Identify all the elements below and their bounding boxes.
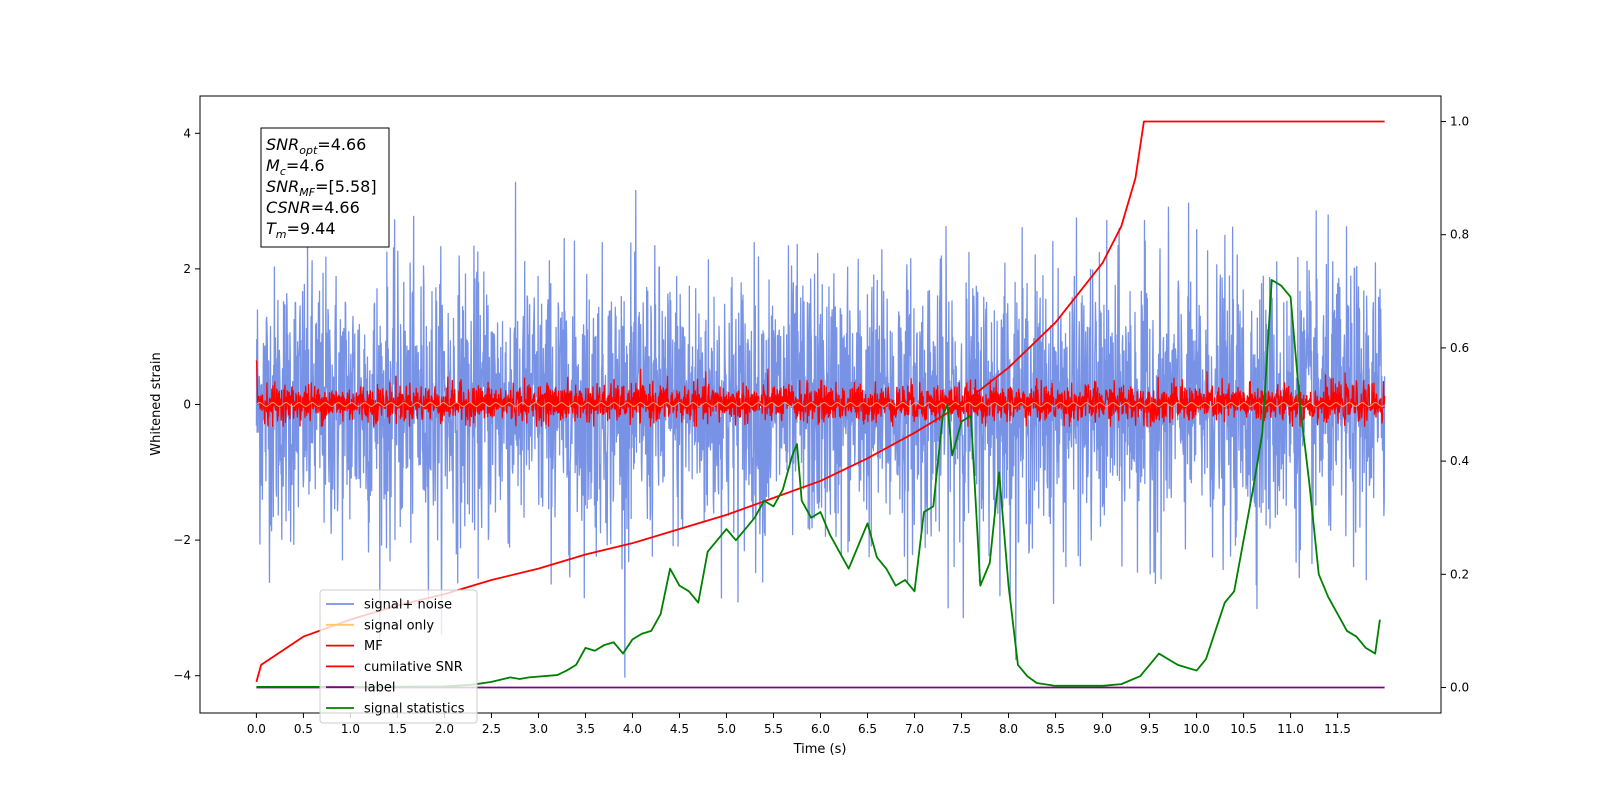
x-tick-label: 3.5 (576, 722, 595, 736)
x-tick-label: 5.5 (764, 722, 783, 736)
x-tick-label: 9.5 (1140, 722, 1159, 736)
x-axis-label: Time (s) (793, 742, 847, 757)
x-tick-label: 7.5 (952, 722, 971, 736)
legend-label: label (364, 681, 395, 696)
info-box-line: SNRMF=[5.58] (266, 177, 377, 199)
x-tick-label: 8.5 (1046, 722, 1065, 736)
info-box-line: Tm=9.44 (266, 219, 336, 241)
y-left-tick-label: 4 (183, 126, 191, 140)
x-tick-label: 10.5 (1230, 722, 1257, 736)
legend-label: MF (364, 639, 383, 654)
x-tick-label: 0.0 (247, 722, 266, 736)
x-tick-label: 6.5 (858, 722, 877, 736)
x-tick-label: 0.5 (294, 722, 313, 736)
y-right-tick-label: 0.2 (1450, 567, 1469, 581)
x-tick-label: 1.0 (341, 722, 360, 736)
x-tick-label: 5.0 (717, 722, 736, 736)
y-left-tick-label: 2 (183, 262, 191, 276)
x-tick-label: 4.5 (670, 722, 689, 736)
y-axis-label: Whitened strain (149, 352, 164, 455)
x-tick-label: 2.0 (435, 722, 454, 736)
y-right-tick-label: 0.8 (1450, 228, 1469, 242)
x-tick-label: 6.0 (811, 722, 830, 736)
legend-label: signal statistics (364, 702, 465, 717)
series-signal-statistics (256, 279, 1381, 688)
y-right-tick-label: 1.0 (1450, 114, 1469, 128)
x-tick-label: 7.0 (905, 722, 924, 736)
legend: signal+ noise signal only MF cumilative SNR… (319, 589, 478, 724)
y-left-tick-label: −4 (173, 669, 191, 683)
series-signal-noise (255, 181, 1386, 678)
x-tick-label: 11.5 (1324, 722, 1351, 736)
x-tick-label: 11.0 (1277, 722, 1304, 736)
info-box-line: Mc=4.6 (266, 156, 325, 178)
y-right-tick-label: 0.6 (1450, 341, 1469, 355)
legend-frame (319, 589, 478, 724)
legend-label: signal+ noise (364, 598, 452, 613)
series-signal-only (256, 401, 1385, 408)
x-tick-label: 3.0 (529, 722, 548, 736)
series-mf (255, 360, 1386, 427)
x-tick-label: 1.5 (388, 722, 407, 736)
y-left-tick-label: −2 (173, 533, 191, 547)
x-tick-label: 9.0 (1093, 722, 1112, 736)
y-right-tick-label: 0.4 (1450, 454, 1469, 468)
x-tick-label: 10.0 (1183, 722, 1210, 736)
y-right-tick-label: 0.0 (1450, 681, 1469, 695)
x-tick-label: 2.5 (482, 722, 501, 736)
info-box-line: SNRopt=4.66 (266, 135, 366, 157)
legend-label: cumilative SNR (364, 660, 463, 675)
x-tick-label: 8.0 (999, 722, 1018, 736)
x-tick-label: 4.0 (623, 722, 642, 736)
info-box-frame (260, 127, 390, 248)
y-left-tick-label: 0 (183, 398, 191, 412)
axes-layer: 0.0 0.5 1.0 1.5 2.0 2.5 3.0 3.5 4.0 4.5 5.0 5.5 6.0 6… (173, 114, 1469, 736)
legend-label: signal only (364, 618, 434, 633)
info-box-line: CSNR=4.66 (266, 198, 360, 217)
